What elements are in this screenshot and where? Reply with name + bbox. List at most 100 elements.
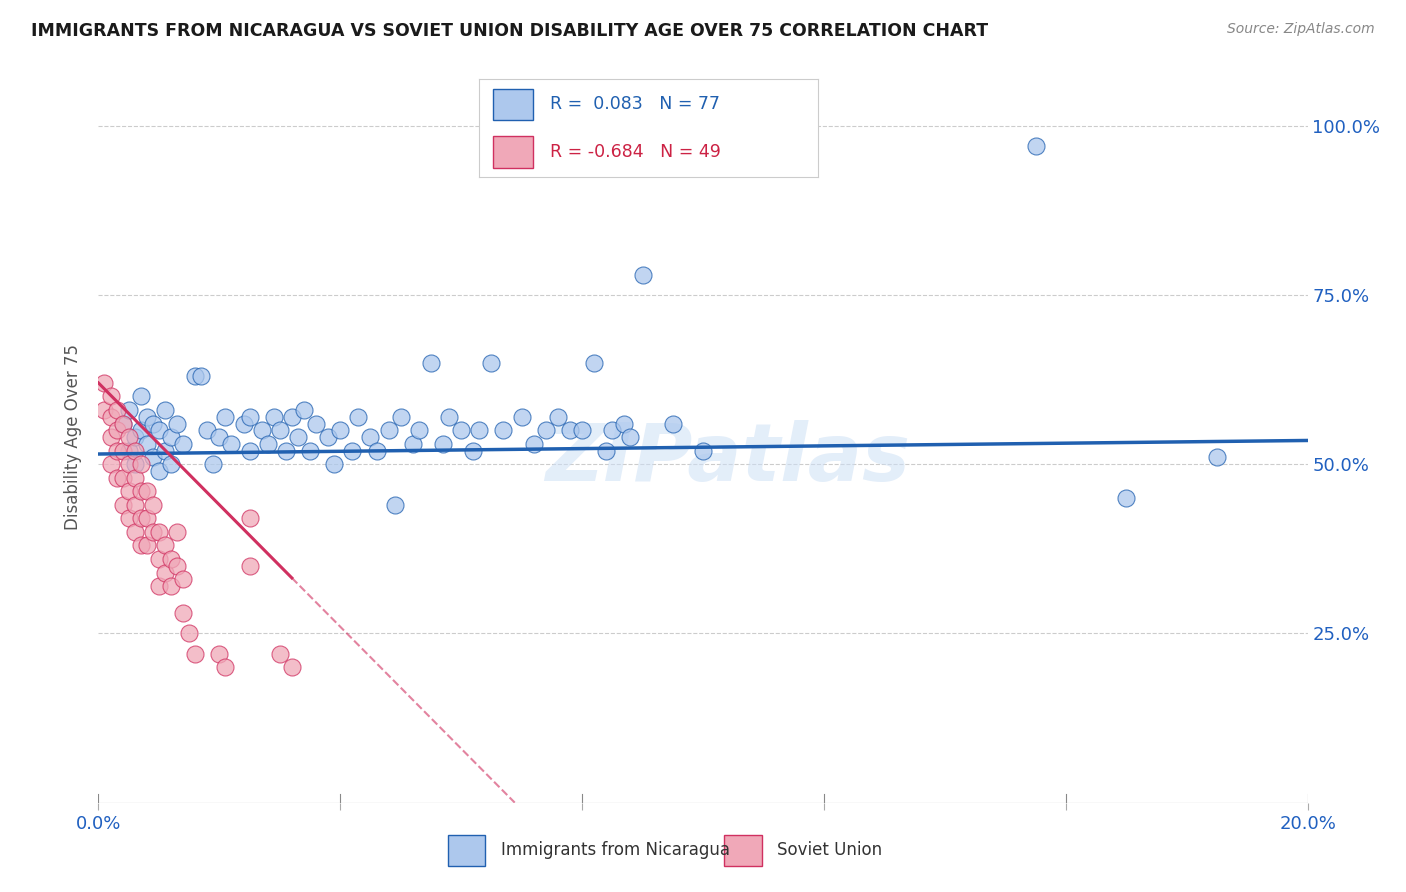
Point [239, 511, 262, 525]
Point [239, 558, 262, 573]
Point [124, 498, 146, 512]
Point [190, 369, 212, 384]
Point [142, 498, 165, 512]
Point [148, 552, 170, 566]
Point [523, 437, 546, 451]
Point [631, 268, 654, 282]
Point [118, 443, 141, 458]
Point [129, 484, 152, 499]
Point [93, 403, 115, 417]
Point [179, 626, 201, 640]
Point [118, 403, 141, 417]
Point [292, 403, 315, 417]
Point [153, 538, 176, 552]
Point [281, 660, 304, 674]
Point [160, 430, 183, 444]
Point [463, 443, 485, 458]
Point [323, 457, 346, 471]
Point [232, 417, 254, 431]
Point [100, 430, 122, 444]
Point [214, 409, 236, 424]
Point [135, 511, 157, 525]
Point [583, 355, 606, 369]
Point [468, 423, 491, 437]
Point [360, 430, 382, 444]
Point [389, 409, 412, 424]
Point [111, 417, 134, 431]
Point [135, 538, 157, 552]
Point [661, 417, 683, 431]
Point [299, 443, 322, 458]
Text: ZIPatlas: ZIPatlas [544, 420, 910, 498]
Point [595, 443, 617, 458]
Point [135, 484, 157, 499]
Point [129, 511, 152, 525]
Point [402, 437, 425, 451]
Point [153, 403, 176, 417]
Point [129, 423, 152, 437]
Point [166, 417, 188, 431]
Point [534, 423, 557, 437]
Point [142, 417, 165, 431]
Point [124, 443, 146, 458]
Point [492, 423, 515, 437]
Point [239, 443, 262, 458]
Point [287, 430, 309, 444]
Point [129, 457, 152, 471]
Point [602, 423, 624, 437]
Point [166, 558, 188, 573]
Point [481, 355, 503, 369]
Point [195, 423, 218, 437]
Point [316, 430, 339, 444]
Point [105, 403, 128, 417]
Point [100, 409, 122, 424]
Point [329, 423, 352, 437]
Point [153, 443, 176, 458]
Point [93, 376, 115, 390]
Point [166, 524, 188, 539]
Point [118, 511, 141, 525]
Point [172, 437, 194, 451]
Y-axis label: Disability Age Over 75: Disability Age Over 75 [65, 344, 83, 530]
Point [105, 471, 128, 485]
Point [221, 437, 243, 451]
Point [571, 423, 593, 437]
Text: Source: ZipAtlas.com: Source: ZipAtlas.com [1227, 22, 1375, 37]
Point [184, 369, 207, 384]
Point [547, 409, 569, 424]
Point [342, 443, 364, 458]
Point [100, 457, 122, 471]
Point [105, 443, 128, 458]
Point [250, 423, 273, 437]
Point [208, 430, 231, 444]
Point [135, 437, 157, 451]
Point [153, 566, 176, 580]
Point [256, 437, 278, 451]
Point [111, 498, 134, 512]
Point [148, 579, 170, 593]
Point [1206, 450, 1229, 465]
Point [432, 437, 454, 451]
Point [274, 443, 297, 458]
Point [1115, 491, 1137, 505]
Point [692, 443, 714, 458]
Point [366, 443, 388, 458]
Point [269, 647, 291, 661]
Point [100, 389, 122, 403]
Point [142, 450, 165, 465]
Point [239, 409, 262, 424]
Point [142, 524, 165, 539]
Point [135, 409, 157, 424]
Point [148, 464, 170, 478]
Point [184, 647, 207, 661]
Point [111, 417, 134, 431]
Point [111, 443, 134, 458]
Point [148, 524, 170, 539]
Point [111, 471, 134, 485]
Point [118, 484, 141, 499]
Point [305, 417, 328, 431]
Point [347, 409, 370, 424]
Point [263, 409, 285, 424]
Point [160, 579, 183, 593]
Point [124, 471, 146, 485]
